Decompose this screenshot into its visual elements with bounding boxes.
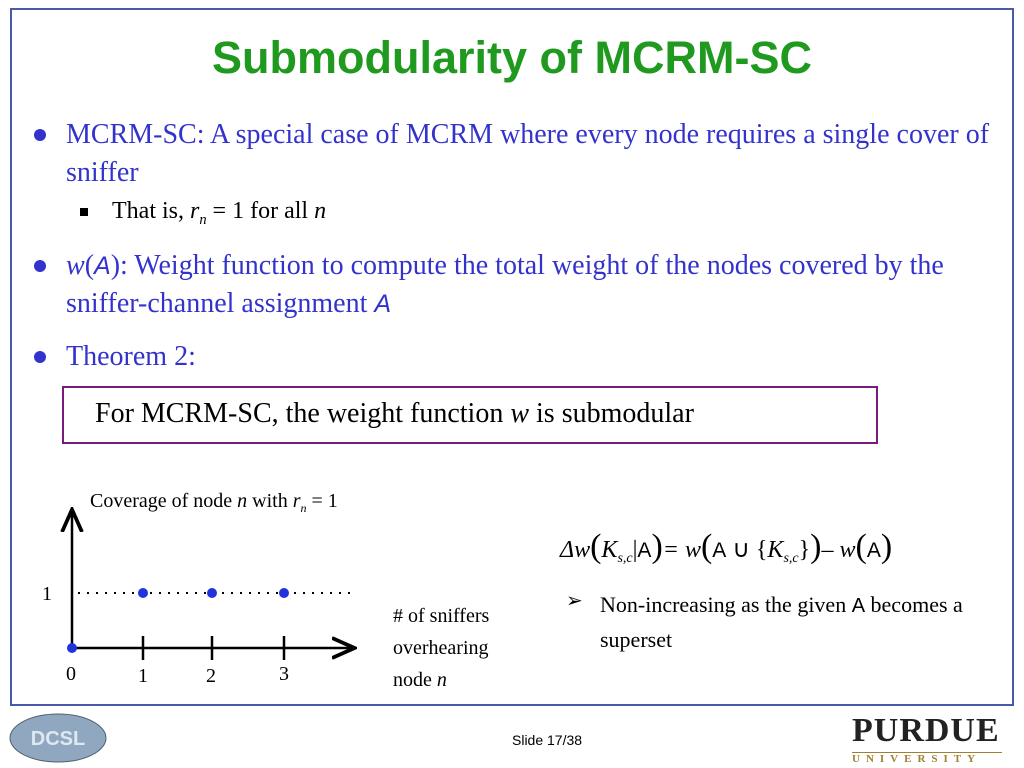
formula-part: | [632, 537, 638, 563]
logo-right-sub: UNIVERSITY [852, 752, 1002, 765]
formula-part: ( [700, 528, 713, 565]
point [279, 588, 289, 598]
formula-part: s,c [783, 551, 799, 566]
formula-part: ) [880, 528, 893, 565]
formula-part: ) [651, 528, 663, 565]
x-label: 0 [66, 663, 76, 685]
bullet-dot [34, 260, 46, 272]
slide-frame [10, 8, 1014, 706]
bullet-dot [34, 351, 46, 363]
sub-bullet-text: That is, rn = 1 for all n [112, 198, 326, 229]
x-label: 3 [279, 663, 289, 685]
text: = 1 for all [206, 198, 315, 224]
text: overhearing [393, 637, 489, 659]
point [67, 643, 77, 653]
formula-part: ( [855, 528, 867, 565]
formula-part: s,c [617, 551, 633, 566]
formula-part: ) [810, 528, 822, 565]
text: MCRM-SC: A special case of MCRM where ev… [66, 119, 990, 188]
text: with [247, 490, 293, 512]
text: A [851, 595, 866, 617]
formula-part: Δw [560, 537, 591, 563]
formula-part: A [866, 539, 881, 562]
arrow-bullet: ➢ [566, 590, 583, 612]
y-label: 1 [42, 583, 52, 605]
formula-part: K [601, 537, 618, 563]
text: For MCRM-SC, the weight function [95, 398, 511, 429]
point [207, 588, 217, 598]
theorem-text: For MCRM-SC, the weight function w is su… [95, 398, 694, 430]
text: That is, [112, 198, 190, 224]
bullet-text: MCRM-SC: A special case of MCRM where ev… [66, 116, 996, 192]
text: # of sniffers [393, 605, 490, 627]
x-label: 2 [206, 665, 216, 687]
text: n [237, 490, 248, 512]
x-axis-label: # of sniffers overhearing node n [393, 600, 489, 696]
text: A [374, 290, 392, 318]
formula-part: ( [590, 528, 602, 565]
logo-right: PURDUE [852, 712, 1000, 749]
text: n [300, 501, 307, 515]
slide-title: Submodularity of MCRM-SC [212, 32, 812, 83]
bullet-text: Theorem 2: [66, 338, 196, 376]
formula-part: A [637, 539, 652, 562]
text: w [66, 250, 85, 281]
text: n [436, 669, 447, 691]
formula-part: } [798, 537, 811, 563]
point [138, 588, 148, 598]
x-label: 1 [138, 665, 148, 687]
text: Non-increasing as the given [600, 592, 852, 617]
text: is submodular [529, 398, 694, 429]
slide-number: Slide 17/38 [512, 732, 583, 748]
formula-part: = w [662, 537, 701, 563]
text: becomes a superset [600, 592, 963, 652]
logo-left: DCSL [31, 728, 85, 750]
formula-part: { [755, 537, 768, 563]
formula-part: ∪ [726, 537, 756, 563]
formula-part: – w [821, 537, 856, 563]
text: ( [84, 250, 95, 281]
figure-caption: Coverage of node n with rn = 1 [90, 490, 338, 516]
text: r [292, 490, 301, 512]
note: Non-increasing as the given A becomes a … [600, 588, 980, 656]
formula-part: A [712, 539, 727, 562]
text: Coverage of node [90, 490, 238, 512]
text: ): Weight function to compute the total … [66, 250, 944, 319]
text: A [94, 252, 111, 280]
text: = 1 [306, 490, 338, 512]
text: n [199, 211, 207, 228]
logo-left-shape [9, 713, 107, 763]
formula-part: K [767, 537, 784, 563]
sub-bullet-square [80, 208, 88, 216]
text: node [393, 669, 437, 691]
formula: Δw(Ks,c|A)= w(A ∪ {Ks,c})– w(A) [560, 528, 892, 567]
bullet-dot [34, 129, 46, 141]
theorem-box [62, 386, 878, 444]
text: r [190, 198, 200, 224]
bullet-text: w(A): Weight function to compute the tot… [66, 247, 966, 323]
text: Theorem 2: [66, 341, 196, 372]
text: w [510, 398, 530, 429]
text: n [314, 198, 327, 224]
